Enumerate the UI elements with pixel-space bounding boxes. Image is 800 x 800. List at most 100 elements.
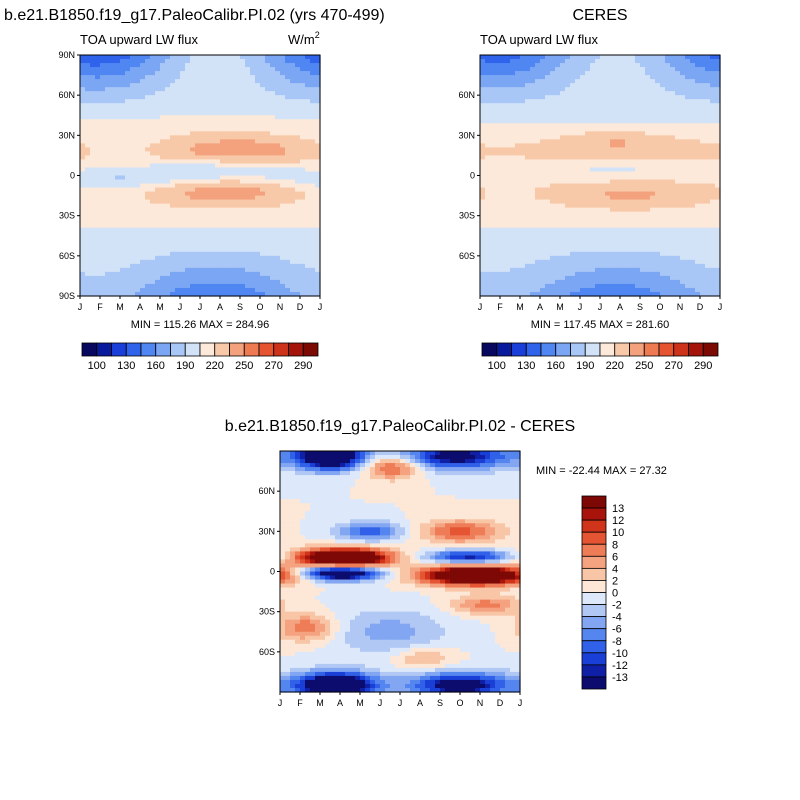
panel-model-cell (255, 195, 261, 201)
panel-model-cell (260, 107, 266, 112)
panel-obs-cell (495, 83, 501, 88)
panel-obs-cell (495, 115, 501, 120)
panel-model-cell (165, 71, 171, 76)
panel-obs-cell (525, 127, 531, 132)
panel-obs-cell (710, 191, 716, 197)
panel-model-cell (200, 131, 206, 136)
panel-model-cell (295, 127, 301, 132)
panel-model-cell (265, 251, 271, 257)
panel-model-cell (250, 131, 256, 136)
panel-model-cell (250, 111, 256, 116)
panel-model-cell (175, 159, 181, 165)
panel-obs-cell (480, 87, 486, 92)
panel-model-cell (95, 207, 101, 213)
panel-model-cell (245, 135, 251, 140)
panel-obs-cell (495, 107, 501, 112)
panel-obs-cell (565, 223, 571, 229)
panel-obs-cell (565, 187, 571, 193)
panel-model-cell (295, 59, 301, 64)
panel-model-cell (95, 95, 101, 100)
panel-model-cell (220, 215, 226, 221)
panel-obs-cell (565, 215, 571, 221)
panel-obs-cell (680, 59, 686, 64)
panel-obs-cell (595, 187, 601, 193)
panel-model-cell (285, 259, 291, 265)
panel-model-cell (135, 279, 141, 285)
panel-model-cell (230, 151, 236, 157)
panel-model-cell (145, 207, 151, 213)
panel-obs-cell (680, 127, 686, 132)
panel-model-cell (215, 63, 221, 68)
panel-model-cell (125, 243, 131, 249)
panel-obs-cell (535, 91, 541, 96)
panel-model-cell (125, 107, 131, 112)
panel-model-cell (230, 227, 236, 233)
panel-obs-cell (580, 75, 586, 80)
panel-obs-cell (715, 187, 721, 193)
panel-obs-cell (630, 127, 636, 132)
panel-model-cell (240, 151, 246, 157)
panel-obs-cell (640, 123, 646, 128)
panel-model-cell (290, 207, 296, 213)
panel-obs-cell (700, 83, 706, 88)
panel-model-cell (275, 143, 281, 148)
panel-model-colorbar: 100 130 160 190 220 250 270 290 (81, 342, 319, 372)
panel-model-cell (220, 135, 226, 140)
panel-model-cell (255, 203, 261, 209)
panel-model-cell (265, 231, 271, 237)
panel-model-cell (275, 119, 281, 124)
panel-obs-cell (630, 59, 636, 64)
panel-model-cell (315, 259, 321, 265)
panel-model-cell (300, 231, 306, 237)
panel-model-cell (130, 259, 136, 265)
panel-model-cell (120, 63, 126, 68)
panel-obs-cell (665, 191, 671, 197)
panel-obs-cell (645, 87, 651, 92)
panel-obs-cell (530, 195, 536, 201)
panel-obs-cell (595, 207, 601, 213)
panel-model-cell (95, 275, 101, 281)
panel-model-cell (280, 111, 286, 116)
panel-obs-cell (610, 199, 616, 205)
panel-obs-cell (660, 159, 666, 165)
panel-model-cell (155, 207, 161, 213)
panel-model-cell (250, 175, 256, 181)
panel-model-cell (80, 243, 86, 249)
panel-model-cell (105, 83, 111, 88)
panel-model-cell (240, 267, 246, 273)
panel-model-cell (225, 203, 231, 209)
panel-obs-cell (615, 175, 621, 181)
panel-obs-cell (505, 151, 511, 157)
panel-obs-cell (715, 167, 721, 173)
panel-model-cell (215, 91, 221, 96)
panel-obs-cell (715, 95, 721, 100)
panel-obs-cell (640, 155, 646, 161)
panel-model-cell (90, 99, 96, 104)
panel-model-cell (305, 123, 311, 128)
panel-model-cell (235, 127, 241, 132)
panel-model-cell (210, 107, 216, 112)
panel-model-cell (165, 91, 171, 96)
panel-model-cell (315, 123, 321, 128)
panel-model-cell (125, 219, 131, 225)
panel-model-cell (110, 239, 116, 245)
panel-model-cell (230, 263, 236, 269)
panel-obs-cell (665, 159, 671, 165)
panel-model-cell (135, 91, 141, 96)
panel-model-cell (80, 195, 86, 201)
panel-model-cell (250, 147, 256, 152)
panel-model-cell (180, 247, 186, 253)
panel-obs-cell (610, 155, 616, 161)
panel-model-cell (90, 107, 96, 112)
panel-obs-cell (490, 111, 496, 116)
panel-model-cell (295, 215, 301, 221)
panel-obs-cell (650, 195, 656, 201)
panel-obs-cell (565, 135, 571, 140)
panel-model-cell (260, 251, 266, 257)
panel-model-cell (165, 171, 171, 177)
panel-model-cell (295, 175, 301, 181)
panel-model-cell (125, 119, 131, 124)
panel-obs-cell (605, 147, 611, 152)
panel-model-cell (90, 159, 96, 165)
panel-obs-cell (580, 131, 586, 136)
